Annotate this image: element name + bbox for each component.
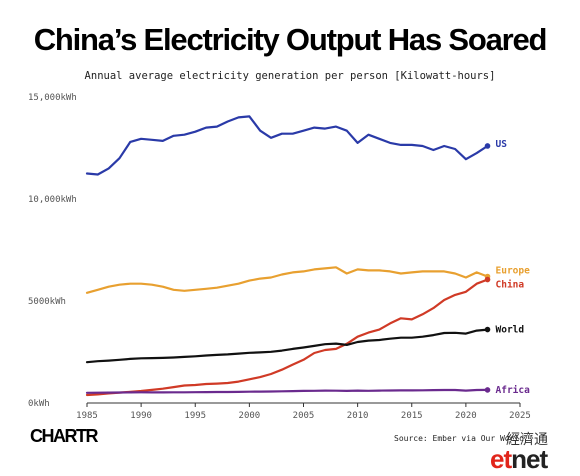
series-end-dot-us — [484, 143, 491, 149]
watermark-net: net — [511, 444, 548, 474]
series-line-us — [85, 115, 489, 176]
x-tick-label: 2015 — [401, 411, 423, 421]
series-label-europe: Europe — [496, 266, 531, 277]
x-tick-label: 2025 — [509, 411, 531, 421]
series-line-africa — [85, 388, 489, 394]
series-line-world — [85, 328, 489, 364]
series-end-dot-world — [484, 326, 491, 333]
x-tick-label: 1995 — [184, 411, 206, 421]
series-labels: US Europe China World Africa — [496, 139, 531, 396]
series-label-china: China — [496, 280, 525, 291]
x-tick-label: 2000 — [239, 411, 261, 421]
series-end-dot-china — [484, 276, 491, 283]
series-end-dot-africa — [484, 387, 491, 393]
y-tick-label: 0kWh — [28, 399, 50, 409]
x-tick-label: 1985 — [76, 411, 98, 421]
series-label-us: US — [496, 139, 508, 150]
series-label-africa: Africa — [496, 385, 531, 396]
x-tick-label: 2005 — [293, 411, 315, 421]
watermark-chinese: 經濟通 — [506, 432, 548, 448]
series-line-china — [85, 278, 489, 397]
series-line-europe — [85, 266, 489, 294]
chartr-logo: CHARTR — [30, 426, 99, 446]
y-tick-label: 5000kWh — [28, 297, 66, 307]
x-tick-label: 2010 — [347, 411, 369, 421]
series-lines — [85, 115, 491, 397]
source-note: Source: Ember via Our World — [394, 434, 525, 443]
x-tick-label: 1990 — [130, 411, 152, 421]
watermark-et: et — [490, 444, 512, 474]
y-tick-label: 15,000kWh — [28, 93, 77, 103]
x-tick-label: 2020 — [455, 411, 477, 421]
y-tick-label: 10,000kWh — [28, 195, 77, 205]
chart-title: China’s Electricity Output Has Soared — [33, 22, 548, 57]
series-label-world: World — [496, 325, 525, 336]
chart-subtitle: Annual average electricity generation pe… — [84, 70, 496, 82]
etnet-watermark: etnet — [490, 444, 548, 475]
y-axis: 0kWh 5000kWh 10,000kWh 15,000kWh — [28, 93, 77, 409]
x-axis: 1985 1990 1995 2000 2005 2010 2015 2020 2025 — [76, 402, 531, 421]
